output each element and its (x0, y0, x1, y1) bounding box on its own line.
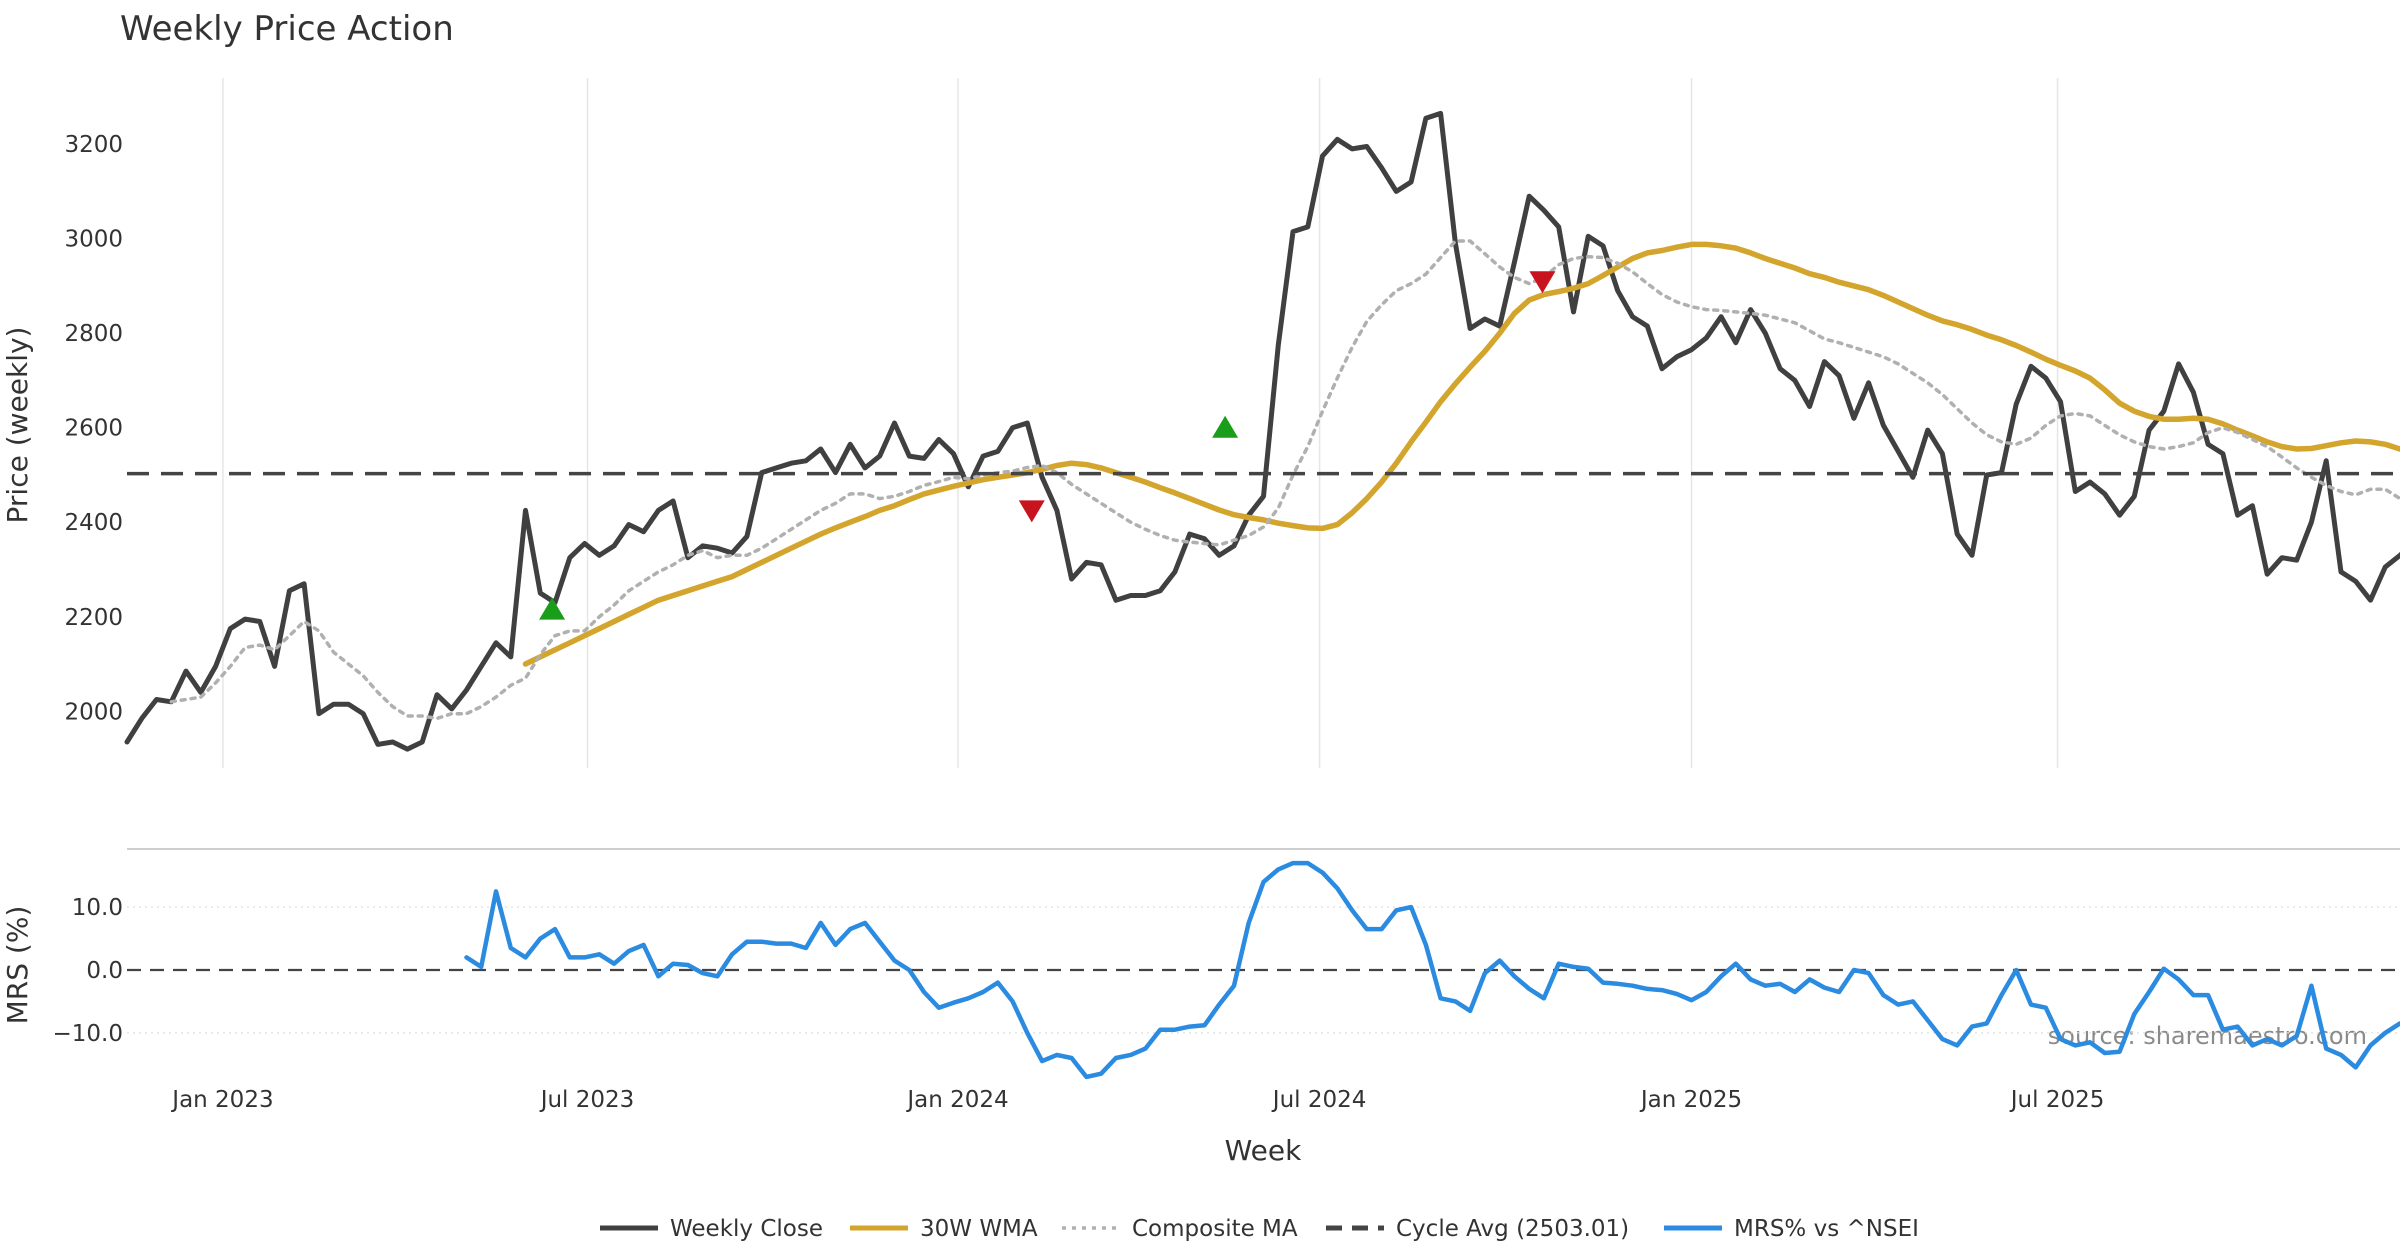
composite-ma-line (169, 239, 2400, 721)
mrs-y-tick-label: −10.0 (53, 1021, 123, 1047)
legend-label: Cycle Avg (2503.01) (1396, 1216, 1629, 1242)
price-y-tick-label: 3000 (64, 227, 123, 253)
x-tick-label: Jul 2023 (539, 1087, 635, 1113)
price-y-tick-label: 2400 (64, 510, 123, 536)
wma-30w-line (522, 241, 2400, 667)
chart-title: Weekly Price Action (120, 9, 454, 49)
x-tick-label: Jul 2024 (1271, 1087, 1367, 1113)
sell-signal-marker (1529, 271, 1556, 294)
legend-label: 30W WMA (920, 1216, 1038, 1242)
price-y-tick-label: 2800 (64, 321, 123, 347)
mrs-panel: −10.0 0.0 10.0 (53, 848, 2400, 1080)
price-y-tick-label: 3200 (64, 132, 123, 158)
buy-signal-marker (1212, 415, 1239, 438)
mrs-line (464, 860, 2400, 1080)
legend-label: Weekly Close (670, 1216, 823, 1242)
mrs-axis-title: MRS (%) (1, 906, 34, 1025)
source-label: source: sharemaestro.com (2048, 1022, 2367, 1050)
price-y-tick-label: 2600 (64, 416, 123, 442)
x-tick-label: Jan 2023 (170, 1087, 273, 1113)
legend-label: Composite MA (1132, 1216, 1298, 1242)
legend-label: MRS% vs ^NSEI (1734, 1216, 1919, 1242)
x-tick-label: Jan 2024 (905, 1087, 1008, 1113)
price-y-tick-label: 2200 (64, 605, 123, 631)
buy-signal-marker (539, 597, 566, 620)
x-tick-label: Jan 2025 (1639, 1087, 1742, 1113)
mrs-y-tick-label: 0.0 (86, 958, 123, 984)
sell-signal-marker (1018, 500, 1045, 523)
price-y-tick-label: 2000 (64, 699, 123, 725)
legend: Weekly Close 30W WMA Composite MA Cycle Avg… (600, 1216, 1919, 1242)
weekly-close-line (124, 110, 2400, 752)
x-axis: Jan 2023 Jul 2023 Jan 2024 Jul 2024 Jan 2025… (170, 1087, 2104, 1113)
x-axis-title: Week (1225, 1134, 1302, 1167)
mrs-y-tick-label: 10.0 (72, 895, 123, 921)
price-axis-title: Price (weekly) (1, 327, 34, 524)
price-panel: 2000 2200 2400 2600 2800 3000 3200 (64, 78, 2400, 768)
x-tick-label: Jul 2025 (2009, 1087, 2105, 1113)
